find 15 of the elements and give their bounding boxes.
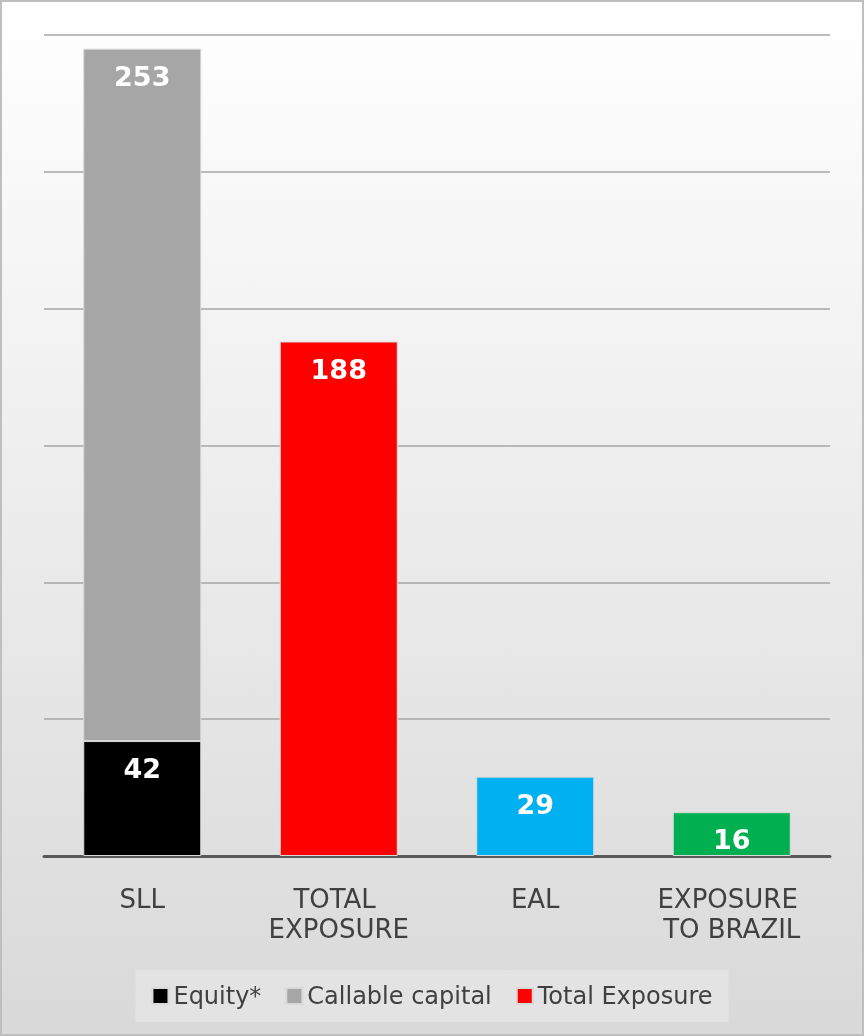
data-label: 188	[310, 353, 367, 385]
legend-label: Equity*	[173, 982, 262, 1010]
data-label: 42	[123, 753, 162, 785]
data-label: 253	[114, 60, 171, 92]
data-label: 29	[516, 788, 555, 820]
legend-label: Callable capital	[307, 982, 492, 1010]
bar	[672, 812, 791, 856]
legend-label: Total Exposure	[536, 982, 713, 1010]
x-tick-label: EAL	[510, 884, 561, 914]
data-label: 16	[712, 824, 751, 856]
x-tick-label: EXPOSURE TO BRAZIL	[657, 884, 807, 944]
bar	[279, 341, 398, 856]
bar	[476, 776, 595, 856]
x-tick-label: SLL	[119, 884, 166, 914]
x-tick-label: TOTAL EXPOSURE	[268, 884, 409, 944]
